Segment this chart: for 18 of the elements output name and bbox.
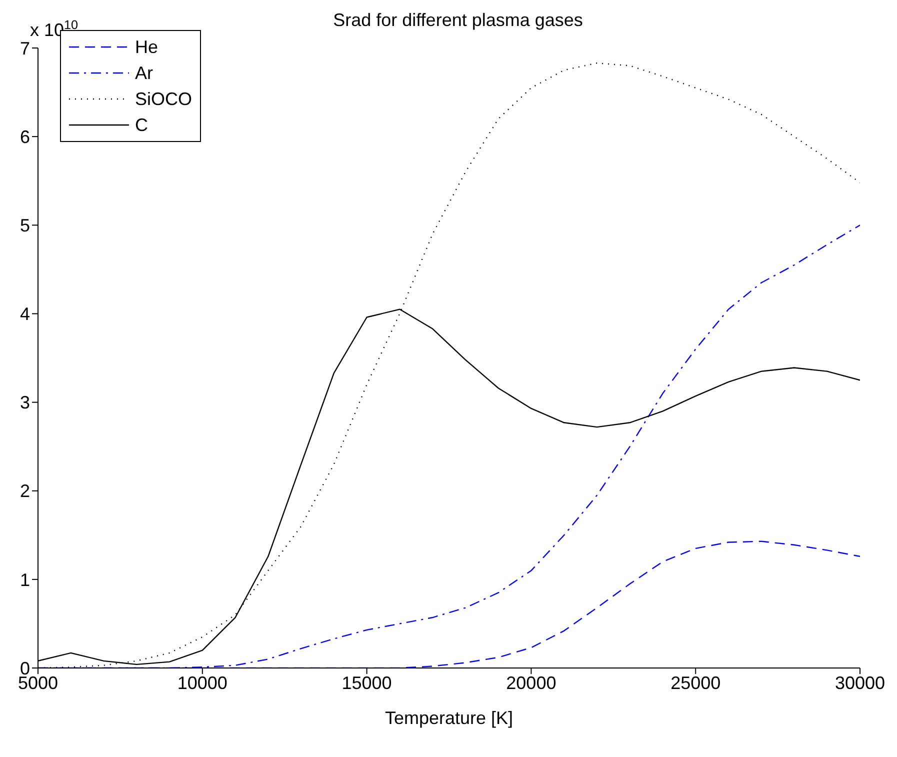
- x-tick-label: 15000: [342, 672, 392, 693]
- y-tick-label: 2: [20, 481, 30, 502]
- x-tick-label: 20000: [506, 672, 556, 693]
- chart-title: Srad for different plasma gases: [333, 10, 583, 30]
- y-tick-label: 7: [20, 38, 30, 58]
- x-tick-label: 30000: [834, 672, 886, 693]
- y-tick-label: 1: [20, 570, 30, 590]
- y-tick-label: 3: [20, 392, 30, 413]
- legend-label: Ar: [135, 62, 153, 84]
- y-tick-label: 5: [20, 216, 30, 236]
- x-axis-title: Temperature [K]: [384, 708, 514, 728]
- legend-label: He: [135, 36, 158, 58]
- x-tick-label: 25000: [670, 672, 721, 693]
- legend-label: C: [135, 114, 148, 136]
- y-tick-label: 6: [20, 126, 30, 147]
- legend-label: SiOCO: [135, 88, 192, 110]
- y-tick-label: 4: [20, 304, 30, 324]
- x-tick-label: 10000: [177, 672, 228, 693]
